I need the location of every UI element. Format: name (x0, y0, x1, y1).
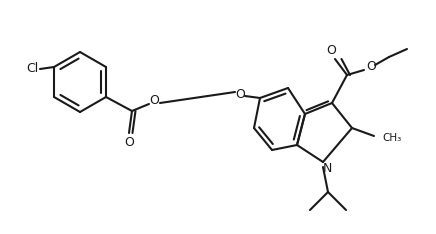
Text: O: O (124, 135, 134, 149)
Text: O: O (366, 61, 376, 73)
Text: CH₃: CH₃ (382, 133, 401, 143)
Text: N: N (322, 161, 332, 175)
Text: O: O (326, 44, 336, 58)
Text: O: O (235, 88, 245, 100)
Text: O: O (149, 95, 159, 107)
Text: Cl: Cl (26, 62, 38, 76)
